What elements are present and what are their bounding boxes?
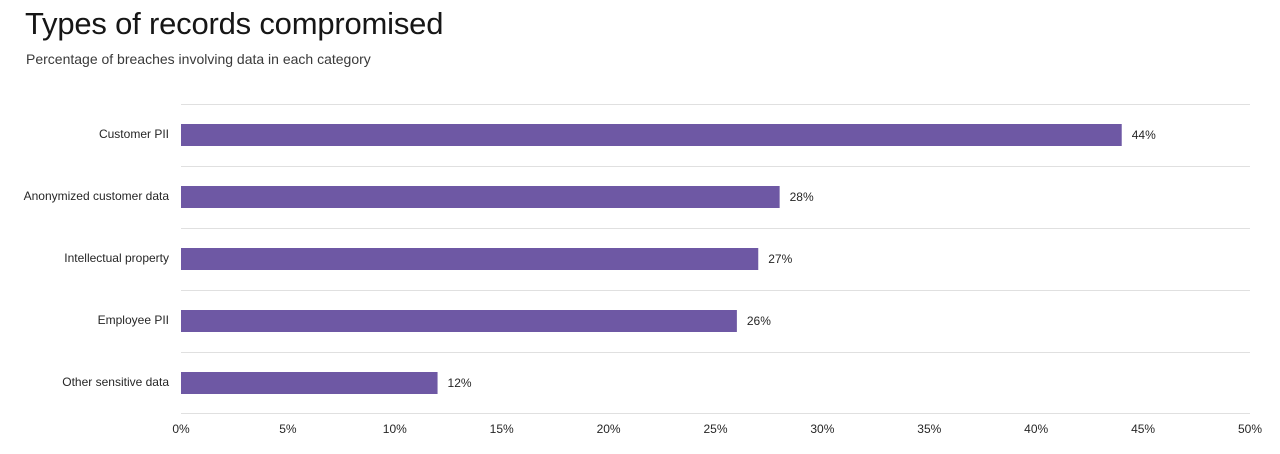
- x-tick-label: 20%: [597, 422, 621, 436]
- x-tick-label: 10%: [383, 422, 407, 436]
- data-label: 27%: [768, 252, 792, 266]
- x-tick-label: 30%: [810, 422, 834, 436]
- chart-title: Types of records compromised: [25, 6, 444, 41]
- data-label: 26%: [747, 314, 771, 328]
- x-tick-label: 45%: [1131, 422, 1155, 436]
- x-tick-label: 0%: [172, 422, 190, 436]
- data-label: 12%: [448, 376, 472, 390]
- x-tick-label: 15%: [490, 422, 514, 436]
- bar: [181, 124, 1122, 146]
- x-tick-label: 5%: [279, 422, 297, 436]
- data-label: 28%: [790, 190, 814, 204]
- category-label: Intellectual property: [64, 251, 169, 265]
- x-tick-label: 40%: [1024, 422, 1048, 436]
- category-label: Other sensitive data: [62, 375, 169, 389]
- bar: [181, 372, 438, 394]
- bar: [181, 310, 737, 332]
- x-tick-label: 50%: [1238, 422, 1262, 436]
- x-tick-label: 25%: [703, 422, 727, 436]
- bar: [181, 248, 759, 270]
- category-label: Customer PII: [99, 127, 169, 141]
- category-label: Employee PII: [98, 313, 169, 327]
- chart-subtitle: Percentage of breaches involving data in…: [26, 51, 371, 67]
- data-label: 44%: [1132, 128, 1156, 142]
- bar: [181, 186, 780, 208]
- x-tick-label: 35%: [917, 422, 941, 436]
- category-label: Anonymized customer data: [24, 189, 170, 203]
